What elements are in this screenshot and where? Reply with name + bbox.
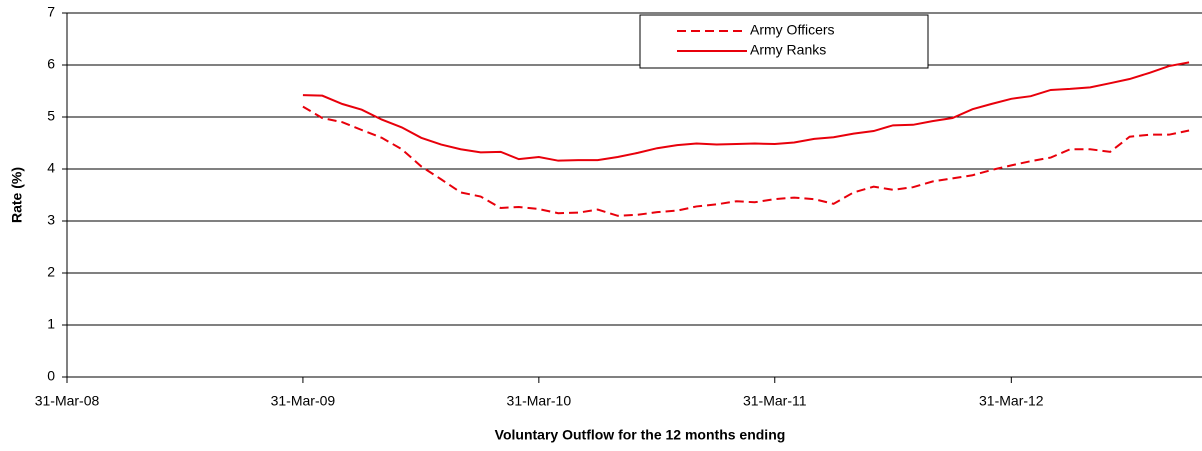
y-tick-label: 3: [47, 212, 55, 228]
series-line: [302, 105, 1190, 217]
x-tick-label: 31-Mar-09: [271, 393, 336, 409]
y-tick-label: 2: [47, 264, 55, 280]
y-tick-label: 5: [47, 108, 55, 124]
legend-label: Army Officers: [750, 22, 835, 38]
y-tick-label: 4: [47, 160, 55, 176]
series-line: [302, 61, 1190, 162]
x-tick-label: 31-Mar-10: [507, 393, 572, 409]
y-axis-title: Rate (%): [9, 167, 25, 223]
y-tick-label: 0: [47, 368, 55, 384]
legend-label: Army Ranks: [750, 42, 826, 58]
x-tick-label: 31-Mar-12: [979, 393, 1044, 409]
y-tick-label: 6: [47, 56, 55, 72]
x-tick-label: 31-Mar-08: [35, 393, 100, 409]
x-axis-title: Voluntary Outflow for the 12 months endi…: [495, 427, 786, 443]
y-tick-label: 7: [47, 4, 55, 20]
y-tick-label: 1: [47, 316, 55, 332]
x-tick-label: 31-Mar-11: [743, 393, 807, 409]
legend-box: [639, 14, 929, 69]
